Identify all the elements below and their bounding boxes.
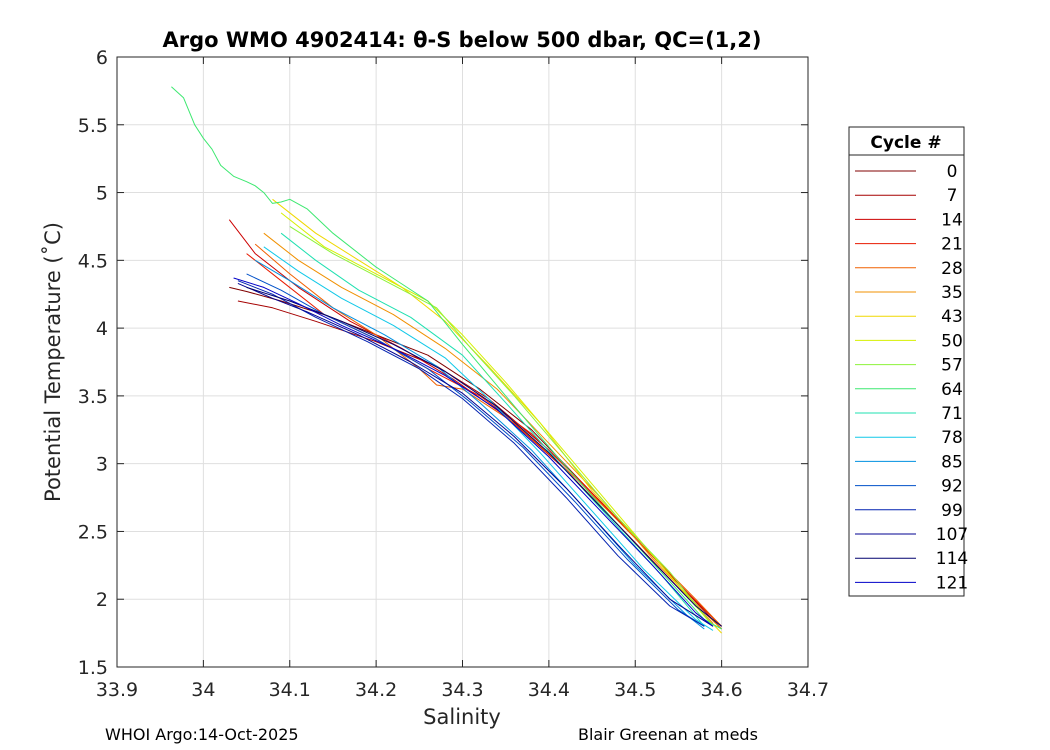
series-line-cycle-71 [280, 232, 705, 627]
legend-label: 28 [941, 259, 963, 279]
x-axis-ticks: 33.9 34 34.1 34.2 34.3 34.4 34.5 34.6 34.7 [96, 57, 829, 701]
series-line-cycle-28 [254, 243, 722, 627]
series-line-cycle-114 [246, 286, 722, 627]
y-tick-label: 4.5 [78, 250, 108, 272]
series-line-cycle-92 [246, 273, 705, 627]
series-line-cycle-35 [263, 232, 722, 630]
footer-right: Blair Greenan at meds [578, 725, 758, 744]
series-line-cycle-78 [263, 246, 714, 631]
legend-label: 107 [936, 525, 968, 545]
legend-label: 57 [941, 356, 963, 376]
legend-label: 92 [941, 477, 963, 497]
x-tick-label: 34.3 [441, 679, 483, 701]
legend-title: Cycle # [870, 133, 941, 153]
y-tick-label: 3 [96, 454, 108, 476]
series-line-cycle-121 [233, 277, 714, 627]
y-tick-label: 2 [96, 589, 108, 611]
x-axis-label: Salinity [423, 705, 501, 729]
legend-label: 99 [941, 501, 963, 521]
series-line-cycle-85 [254, 259, 705, 630]
series-line-cycle-107 [237, 282, 714, 627]
legend-label: 121 [936, 573, 968, 593]
legend-label: 85 [941, 452, 963, 472]
legend-label: 21 [941, 235, 963, 255]
x-tick-label: 34.1 [269, 679, 311, 701]
x-tick-label: 34.7 [787, 679, 829, 701]
legend-label: 14 [941, 210, 963, 230]
chart-title: Argo WMO 4902414: θ-S below 500 dbar, QC… [163, 28, 762, 52]
legend-label: 43 [941, 307, 963, 327]
legend-label: 50 [941, 331, 963, 351]
data-series [171, 86, 722, 634]
footer-left: WHOI Argo:14-Oct-2025 [105, 725, 299, 744]
x-tick-label: 34 [191, 679, 215, 701]
y-axis-label: Potential Temperature (˚C) [41, 222, 65, 502]
series-line-cycle-64 [171, 86, 722, 630]
legend-label: 0 [947, 162, 958, 182]
legend-box [848, 126, 965, 597]
y-tick-label: 6 [96, 47, 108, 69]
legend-label: 114 [936, 549, 968, 569]
y-tick-label: 1.5 [78, 657, 108, 679]
x-tick-label: 34.2 [355, 679, 397, 701]
x-tick-label: 33.9 [96, 679, 138, 701]
legend-label: 35 [941, 283, 963, 303]
series-line-cycle-50 [280, 212, 714, 627]
y-axis-ticks: 1.5 2 2.5 3 3.5 4 4.5 5 5.5 6 [78, 47, 808, 679]
y-tick-label: 5.5 [78, 115, 108, 137]
y-tick-label: 3.5 [78, 386, 108, 408]
legend-label: 78 [941, 428, 963, 448]
legend: Cycle # 0 7 14 21 28 35 43 50 57 64 71 78 85 92 99 107 1… [848, 126, 968, 597]
series-line-cycle-57 [289, 225, 714, 627]
legend-label: 71 [941, 404, 963, 424]
x-tick-label: 34.4 [528, 679, 570, 701]
y-tick-label: 4 [96, 318, 108, 340]
x-tick-label: 34.5 [614, 679, 656, 701]
x-tick-label: 34.6 [700, 679, 742, 701]
legend-label: 7 [947, 186, 958, 206]
y-tick-label: 5 [96, 183, 108, 205]
y-tick-label: 2.5 [78, 521, 108, 543]
legend-label: 64 [941, 380, 963, 400]
